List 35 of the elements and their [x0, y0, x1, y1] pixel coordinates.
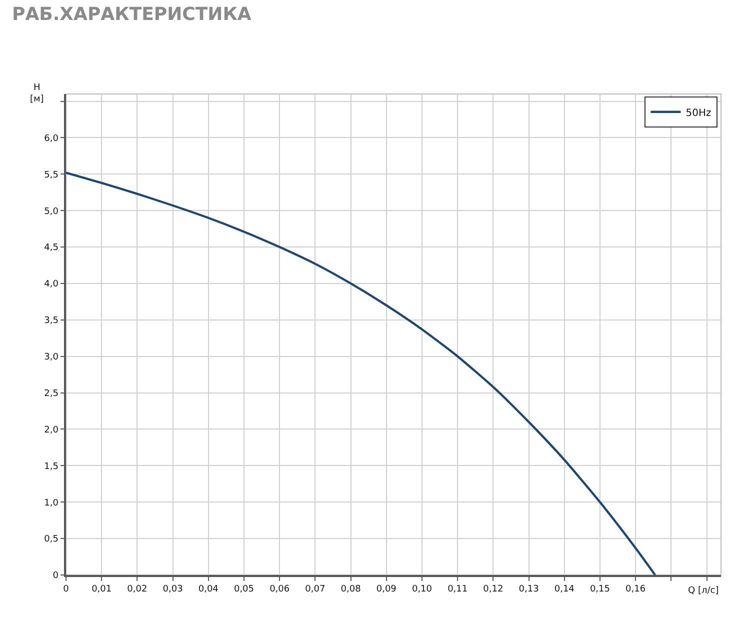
y-tick-label: 3,5 [44, 316, 58, 326]
line-series [66, 172, 656, 575]
x-tick-label: 0,06 [270, 584, 290, 595]
x-tick-label: 0,09 [376, 584, 397, 595]
y-tick-label: 2,5 [44, 388, 58, 399]
chart-title: РАБ.ХАРАКТЕРИСТИКА [12, 4, 252, 25]
x-tick-label: 0,13 [518, 584, 539, 595]
y-tick-label: 0 [52, 571, 59, 582]
legend-label: 50Hz [686, 108, 712, 119]
x-tick-label: 0,10 [412, 584, 432, 595]
y-tick-label: 4,0 [44, 280, 59, 290]
x-tick-label: 0,16 [626, 584, 646, 595]
y-tick-label: 0,5 [44, 534, 58, 545]
x-tick-label: 0,02 [127, 584, 148, 595]
x-tick-label: 0,03 [162, 584, 183, 595]
x-tick-label: 0,04 [198, 584, 219, 595]
y-tick-label: 5,5 [44, 170, 58, 180]
y-tick-label: 3,0 [44, 352, 59, 363]
x-tick-label: 0,05 [234, 584, 254, 595]
x-axis-title: Q [л/с] [688, 586, 719, 596]
y-tick-label: 1,5 [44, 462, 58, 472]
x-tick-label: 0,14 [554, 584, 575, 595]
x-tick-label: 0,08 [340, 584, 362, 595]
y-tick-label: 1,0 [44, 498, 59, 508]
y-axis-title: H [м] [30, 83, 44, 105]
y-tick-label: 2,0 [44, 425, 59, 436]
x-tick-label: 0,07 [305, 584, 326, 595]
x-tick-label: 0,15 [590, 584, 610, 595]
x-tick-label: 0 [63, 584, 70, 595]
y-tick-label: 5,0 [44, 206, 59, 217]
x-tick-label: 0,11 [448, 584, 468, 595]
y-tick-label: 6,0 [44, 134, 59, 144]
x-tick-label: 0,01 [92, 584, 112, 595]
x-tick-label: 0,12 [483, 584, 504, 595]
y-tick-label: 4,5 [44, 243, 58, 254]
